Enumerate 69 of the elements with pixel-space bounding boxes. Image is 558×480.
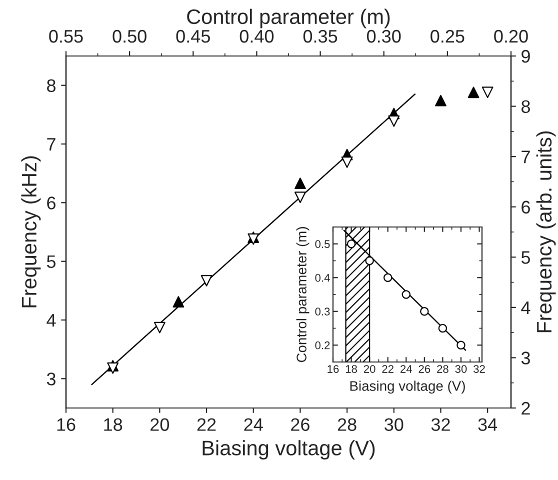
point xyxy=(438,324,448,333)
point xyxy=(200,274,212,286)
x2-tick-label: 0.35 xyxy=(303,30,338,43)
point xyxy=(456,340,466,350)
x-tick-label: 16 xyxy=(328,365,339,373)
point xyxy=(107,362,119,374)
point xyxy=(468,86,480,98)
x-tick-label: 26 xyxy=(418,365,430,373)
x-tick-label: 22 xyxy=(382,365,394,373)
x-tick-label: 20 xyxy=(364,365,376,373)
point xyxy=(294,178,306,190)
y-tick-label: 0.4 xyxy=(315,274,330,282)
point xyxy=(172,296,184,308)
y-tick-label: 7 xyxy=(47,138,56,151)
y2-axis-title: Frequency (arb. units) xyxy=(536,131,556,332)
point xyxy=(294,192,306,204)
x-tick-label: 16 xyxy=(57,418,76,431)
y2-tick-label: 3 xyxy=(521,352,530,364)
y2-tick-label: 6 xyxy=(522,200,530,214)
y-tick-label: 0.2 xyxy=(315,341,330,350)
x2-tick-label: 0.50 xyxy=(112,30,146,43)
point xyxy=(388,115,400,127)
y-tick-label: 3 xyxy=(46,372,56,386)
x-tick-label: 28 xyxy=(437,365,448,373)
y-tick-label: 8 xyxy=(47,79,56,92)
point xyxy=(420,307,429,316)
y-tick-label: 0.3 xyxy=(315,308,330,316)
x-tick-label: 18 xyxy=(104,418,122,431)
x-tick-label: 18 xyxy=(346,365,357,373)
x-tick-label: 34 xyxy=(478,418,498,431)
x-tick-label: 26 xyxy=(291,418,310,431)
x2-tick-label: 0.40 xyxy=(240,30,274,43)
x-tick-label: 32 xyxy=(474,365,485,373)
y2-tick-label: 8 xyxy=(522,100,530,114)
x-tick-label: 20 xyxy=(150,418,170,431)
y2-tick-label: 5 xyxy=(521,251,530,264)
x-tick-label: 24 xyxy=(244,418,263,431)
x-tick-label: 28 xyxy=(338,418,356,431)
x2-tick-label: 0.55 xyxy=(49,30,83,43)
point xyxy=(346,240,356,248)
x-axis-title: Biasing voltage (V) xyxy=(350,380,465,394)
y-axis-title: Frequency (kHz) xyxy=(21,156,41,308)
y2-tick-label: 2 xyxy=(522,402,530,415)
y2-tick-label: 4 xyxy=(521,302,530,314)
point xyxy=(154,322,166,334)
x2-tick-label: 0.45 xyxy=(176,30,210,43)
x2-tick-label: 0.20 xyxy=(494,30,528,43)
point xyxy=(341,156,353,168)
x-tick-label: 32 xyxy=(431,418,450,431)
x-tick-label: 22 xyxy=(197,418,216,431)
point xyxy=(482,86,494,98)
y-tick-label: 6 xyxy=(47,196,56,210)
y2-tick-label: 9 xyxy=(522,50,530,63)
x-tick-label: 30 xyxy=(384,418,404,431)
y-tick-label: 4 xyxy=(46,314,56,327)
y-tick-label: 5 xyxy=(46,255,56,268)
point xyxy=(435,94,446,106)
x-axis-title: Biasing voltage (V) xyxy=(202,440,375,460)
point xyxy=(402,290,410,299)
x-tick-label: 24 xyxy=(400,365,412,373)
x2-tick-label: 0.30 xyxy=(366,30,401,43)
y-tick-label: 0.5 xyxy=(315,240,330,248)
x2-axis-title: Control parameter (m) xyxy=(187,8,390,28)
point xyxy=(383,273,392,282)
point xyxy=(365,256,374,266)
y-axis-title: Control parameter (m) xyxy=(296,227,310,362)
x2-tick-label: 0.25 xyxy=(430,30,464,43)
x-tick-label: 30 xyxy=(455,365,467,373)
y2-tick-label: 7 xyxy=(522,150,530,164)
